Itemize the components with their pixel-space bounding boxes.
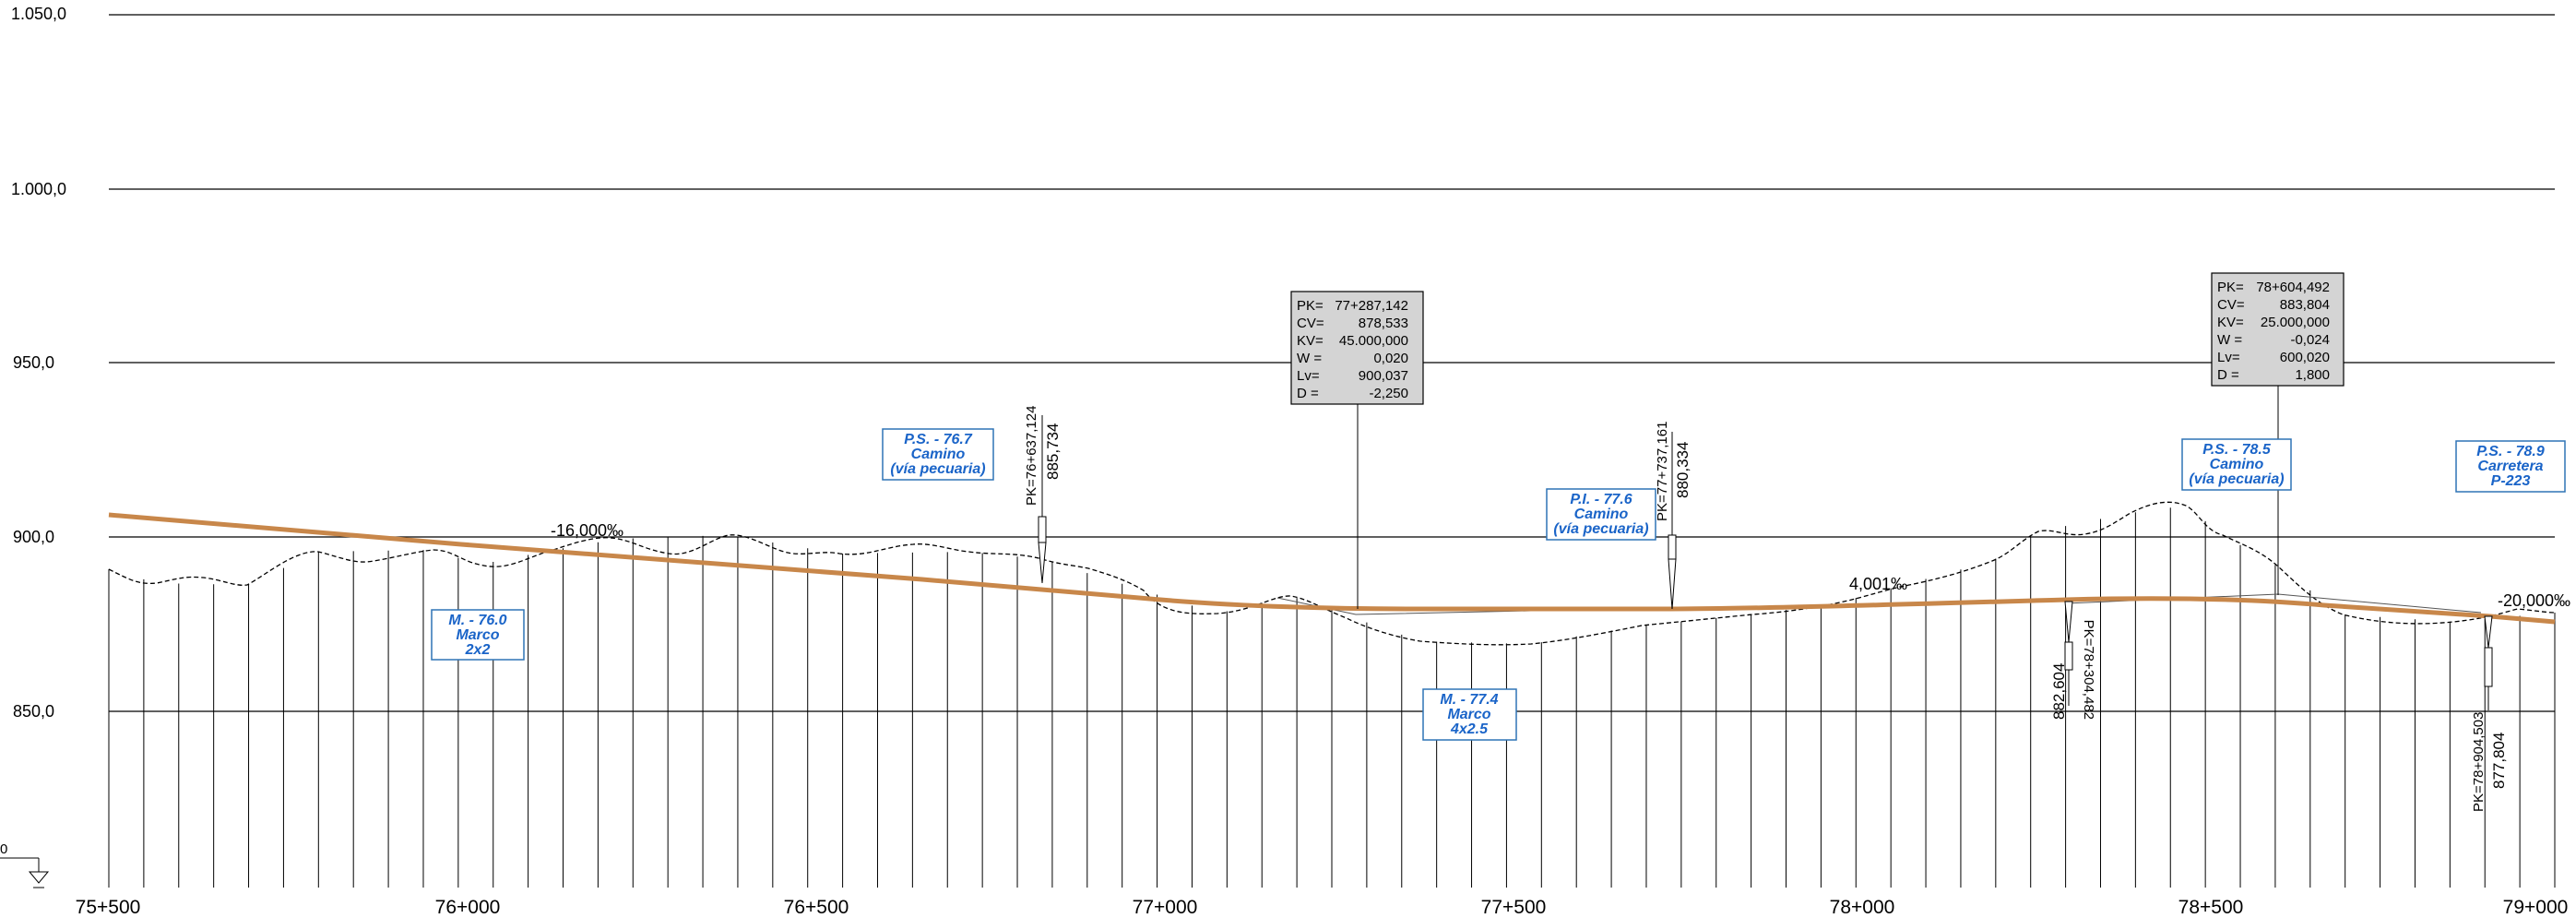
svg-text:P-223: P-223 [2491,473,2531,489]
terrain-profile [108,501,2556,646]
vertex-marker-1: PK=76+637,124 885,734 [1024,406,1062,584]
structure-label-ps-78-5: P.S. - 78.5 Camino (vía pecuaria) [2181,438,2292,491]
info-key: W = [2217,332,2242,348]
info-key: CV= [2217,297,2245,313]
info-value: 25.000,000 [2261,315,2330,330]
vertex-marker-4: PK=78+904,503 877,804 [2471,615,2508,812]
vertex-elevation: 882,604 [2050,663,2068,720]
info-key: D = [1297,386,1319,401]
svg-text:Marco: Marco [1447,707,1490,722]
vertex-pk: PK=77+737,161 [1655,422,1670,521]
info-key: PK= [2217,280,2244,295]
svg-text:P.S. - 78.5: P.S. - 78.5 [2202,442,2272,458]
svg-text:P.S. - 76.7: P.S. - 76.7 [904,432,973,447]
curve-info-box-1: PK= 77+287,142 CV= 878,533 KV= 45.000,00… [1290,291,1424,405]
svg-text:(vía pecuaria): (vía pecuaria) [1553,521,1648,537]
info-key: KV= [2217,315,2244,330]
svg-text:M. - 76.0: M. - 76.0 [448,613,506,628]
vertex-pk: PK=78+304,482 [2081,620,2096,720]
svg-text:(vía pecuaria): (vía pecuaria) [890,461,985,477]
structure-label-ps-76-7: P.S. - 76.7 Camino (vía pecuaria) [882,428,994,481]
svg-text:(vía pecuaria): (vía pecuaria) [2189,471,2284,487]
x-label: 77+000 [1133,897,1198,918]
grade-label: 4,001‰ [1849,575,1907,593]
x-label: 78+000 [1830,897,1895,918]
grade-label: -16,000‰ [551,521,623,540]
info-value: 883,804 [2280,297,2330,313]
y-axis-labels: 1.050,0 1.000,0 950,0 900,0 850,0 [11,5,66,721]
vertex-pk: PK=76+637,124 [1024,406,1039,506]
structure-label-m-77-4: M. - 77.4 Marco 4x2.5 [1422,688,1517,741]
y-label: 850,0 [13,702,54,721]
y-label: 900,0 [13,528,54,546]
grade-label: -20,000‰ [2498,591,2570,610]
structure-label-m-76-0: M. - 76.0 Marco 2x2 [431,609,525,661]
info-value: 78+604,492 [2256,280,2330,295]
vertex-marker-2: PK=77+737,161 880,334 [1655,422,1692,610]
curve-info-box-2: PK= 78+604,492 CV= 883,804 KV= 25.000,00… [2211,272,2345,387]
info-key: PK= [1297,298,1324,314]
y-label: 1.050,0 [11,5,66,23]
structure-label-pi-77-6: P.I. - 77.6 Camino (vía pecuaria) [1546,488,1656,541]
y-label: 950,0 [13,353,54,372]
svg-text:Marco: Marco [456,627,499,643]
svg-text:4x2.5: 4x2.5 [1450,721,1489,737]
info-value: 900,037 [1359,368,1408,384]
grade-labels: -16,000‰ 4,001‰ -20,000‰ [551,521,2570,610]
datum-triangle-icon [28,871,50,884]
structure-label-ps-78-9: P.S. - 78.9 Carretera P-223 [2455,440,2566,493]
info-key: KV= [1297,333,1324,349]
info-key: W = [1297,351,1322,366]
station-lines [108,507,2556,888]
svg-text:Camino: Camino [2210,457,2264,472]
info-key: Lv= [2217,350,2240,365]
svg-text:Carretera: Carretera [2477,459,2543,474]
x-label: 76+500 [784,897,849,918]
svg-text:Camino: Camino [1574,507,1629,522]
svg-text:P.S. - 78.9: P.S. - 78.9 [2476,444,2545,459]
vertex-marker-3: 882,604 PK=78+304,482 [2050,601,2096,720]
info-value: 0,020 [1373,351,1408,366]
info-value: 878,533 [1359,316,1408,331]
vertex-elevation: 877,804 [2490,733,2508,789]
vertex-pk: PK=78+904,503 [2471,712,2487,812]
vertex-elevation: 880,334 [1674,442,1692,498]
info-value: 45.000,000 [1339,333,1408,349]
x-label: 78+500 [2178,897,2244,918]
info-value: 600,020 [2280,350,2330,365]
vertex-elevation: 885,734 [1044,423,1062,480]
x-axis-labels: 75+500 76+000 76+500 77+000 77+500 78+00… [76,897,2569,918]
info-key: CV= [1297,316,1324,331]
x-label: 77+500 [1481,897,1547,918]
grade-line [108,512,2556,625]
info-value: 1,800 [2295,367,2330,383]
svg-text:2x2: 2x2 [465,642,491,658]
info-key: D = [2217,367,2239,383]
info-value: 77+287,142 [1335,298,1408,314]
info-value: -0,024 [2290,332,2330,348]
svg-text:M. - 77.4: M. - 77.4 [1440,692,1498,708]
x-label: 75+500 [76,897,141,918]
x-label: 76+000 [435,897,501,918]
datum-label: 0 [0,841,7,857]
x-label: 79+000 [2503,897,2569,918]
info-value: -2,250 [1369,386,1408,401]
y-label: 1.000,0 [11,180,66,198]
datum-marker: 0 [0,841,50,888]
info-key: Lv= [1297,368,1320,384]
svg-text:P.I. - 77.6: P.I. - 77.6 [1570,492,1632,507]
svg-text:Camino: Camino [911,447,966,462]
